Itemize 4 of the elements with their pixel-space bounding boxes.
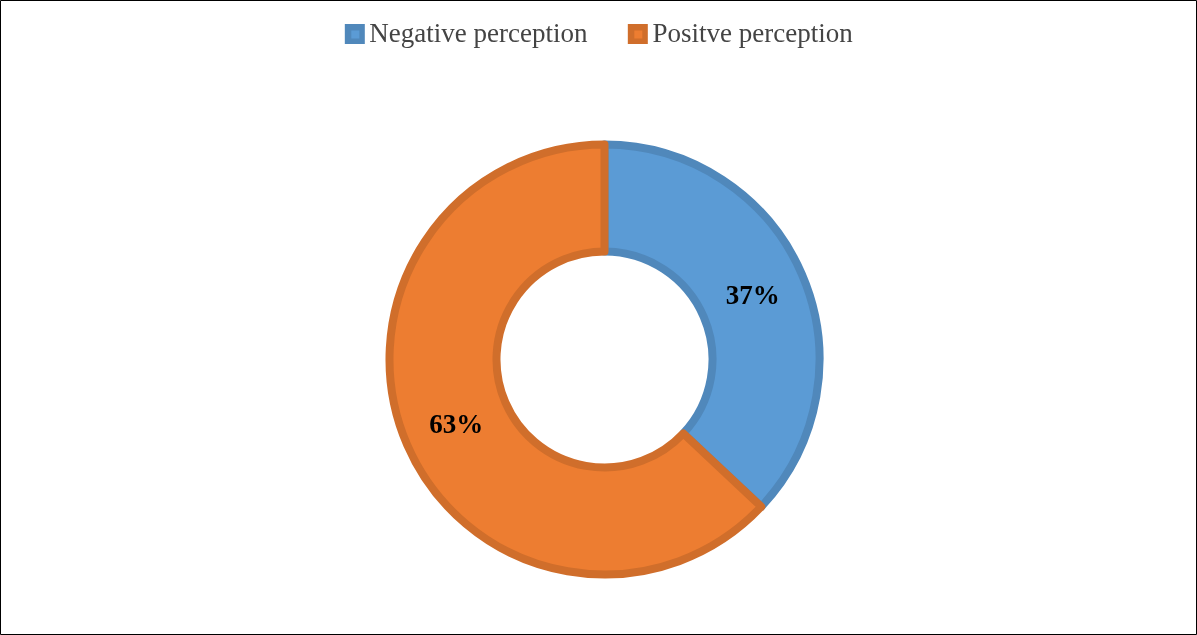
data-label: 63%	[429, 408, 484, 439]
legend-label: Positve perception	[652, 18, 853, 49]
data-label: 37%	[725, 280, 780, 311]
legend-label: Negative perception	[369, 18, 588, 49]
